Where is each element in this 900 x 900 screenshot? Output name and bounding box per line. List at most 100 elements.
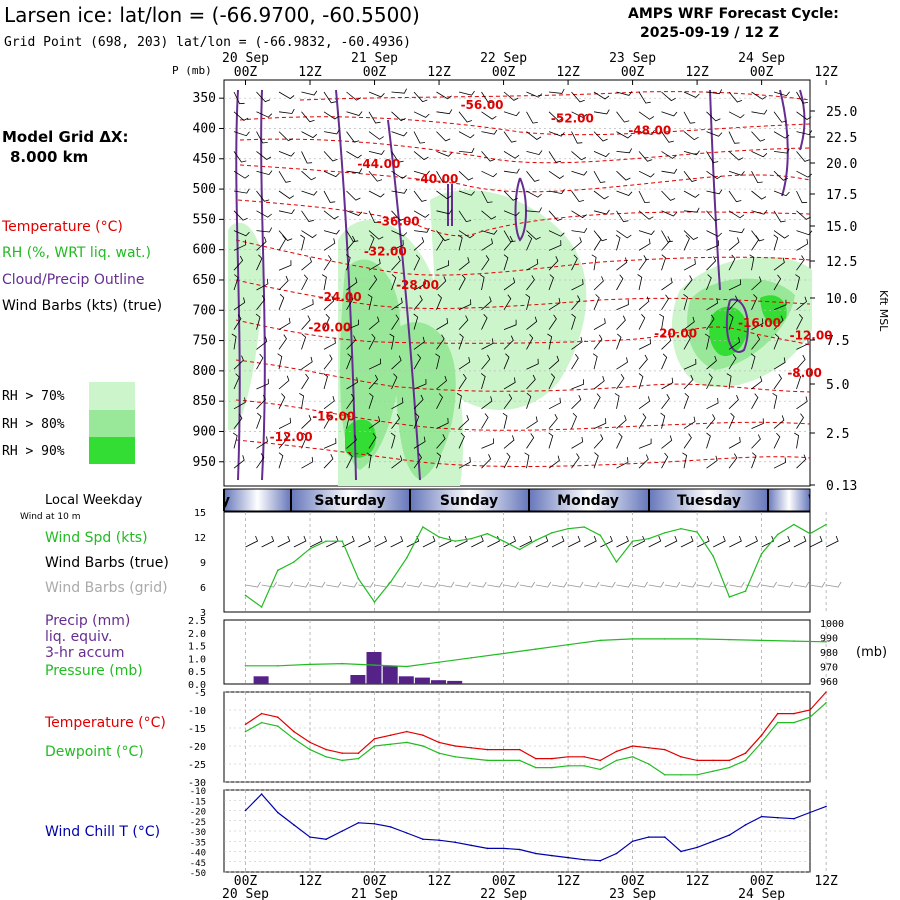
wind-barb — [256, 111, 273, 118]
pressure-unit: (mb) — [856, 645, 887, 660]
wind-barb — [346, 235, 356, 251]
wind-barb — [456, 393, 462, 409]
wind-speed-line-point — [389, 581, 392, 583]
dewpoint-line-point — [293, 738, 295, 740]
wind-barb — [571, 227, 588, 233]
wind-barb — [616, 148, 633, 154]
wind-speed-line-point — [680, 527, 682, 530]
bottom-time-tick-label: 00Z — [750, 874, 774, 889]
wind-barb-grid — [487, 581, 503, 588]
temperature-contour — [235, 279, 811, 309]
wind-barb — [773, 131, 790, 139]
wind-barb — [571, 237, 582, 251]
wind-barb — [391, 88, 407, 94]
temperature-line-point — [502, 748, 505, 751]
height-tick-label: 5.0 — [826, 378, 849, 393]
wind-barb — [256, 353, 264, 370]
wind-barb — [323, 338, 336, 350]
wind-barb — [436, 276, 447, 291]
wind-barb — [458, 456, 471, 469]
wind-barb — [503, 335, 514, 350]
pressure-line-point — [567, 643, 569, 646]
rh80-label: RH > 80% — [2, 417, 65, 432]
wind-barb — [773, 170, 789, 181]
wind-barb — [796, 255, 805, 271]
dewpoint-line-point — [406, 741, 408, 744]
wind-barb-grid — [519, 581, 536, 588]
wind-barb — [661, 168, 678, 174]
wind-barb — [661, 236, 671, 251]
wind-barb — [704, 333, 710, 350]
wind-speed-line-point — [631, 540, 634, 542]
wind-barb — [278, 275, 289, 291]
wind-barb — [706, 355, 717, 370]
wind-barb — [278, 170, 291, 183]
wind-barb — [593, 276, 604, 291]
wind-barb — [344, 412, 350, 429]
cloud-outline — [387, 119, 421, 481]
wind-tick-label: 12 — [194, 533, 206, 544]
wind-barb — [413, 278, 426, 291]
wind-barb — [368, 416, 381, 429]
temperature-contour-label: -36.00 — [377, 214, 420, 228]
wind-barb — [796, 296, 807, 311]
wind-barb — [481, 238, 493, 251]
dewpoint-line-point — [615, 759, 618, 762]
time-axes: 00Z 00Z 12Z 12Z 00Z 00Z 12Z 12Z 00Z 00Z 12Z 12Z 00Z 0… — [222, 51, 838, 900]
wind-barb — [233, 455, 245, 469]
wind-barb — [683, 258, 696, 271]
wind-barb — [391, 210, 406, 221]
wind-barb-grid — [793, 581, 810, 588]
top-time-tick-label: 00Z — [363, 65, 387, 80]
wind-barb — [413, 412, 420, 429]
wind-barb — [616, 299, 629, 311]
precip-tick-label: 0.5 — [188, 667, 206, 678]
wind-barb — [458, 147, 475, 154]
wind-barb — [796, 354, 806, 370]
precip-pressure-panel: 0.0 0.5 1.01.5 2.0 2.5 960 970 980 990 1000 — [188, 616, 844, 691]
wind-barb — [435, 353, 440, 370]
wind-barb-true — [713, 535, 726, 548]
wind-barb — [773, 357, 786, 370]
top-date-label: 20 Sep — [222, 51, 269, 66]
wind-barb-grid — [568, 581, 584, 588]
wind-speed-line-point — [454, 540, 457, 542]
temperature-line-point — [615, 750, 618, 753]
dewpoint-line-point — [599, 768, 602, 771]
legend-cloud: Cloud/Precip Outline — [2, 272, 145, 288]
p-tick-label: 650 — [193, 273, 216, 288]
windchill-line-point — [551, 854, 553, 857]
wind-barb — [391, 455, 403, 469]
wind-barb — [503, 377, 516, 390]
wind-barb — [773, 234, 779, 251]
wind-speed-line-point — [406, 557, 408, 559]
height-tick-label: 15.0 — [826, 220, 857, 235]
wind-barb — [683, 316, 695, 330]
wind-barb — [571, 379, 584, 390]
wind-barb — [301, 90, 318, 96]
dewpoint-line-point — [341, 759, 344, 762]
pressure-tick-label: 960 — [820, 677, 838, 688]
wind-barb-grid — [358, 581, 374, 588]
temperature-line-point — [583, 756, 585, 758]
cycle-label: AMPS WRF Forecast Cycle: — [628, 6, 839, 22]
wind-barb — [616, 257, 628, 271]
dewpoint-line-point — [793, 721, 795, 724]
wind-barb — [346, 277, 358, 291]
wind-barb-true — [761, 535, 775, 548]
wind-barb — [616, 91, 633, 96]
wind-speed-line-point — [760, 552, 763, 555]
windchill-line-point — [696, 846, 698, 849]
pressure-line-point — [244, 665, 247, 667]
wind-barb — [233, 413, 243, 429]
temperature-contour-label: -40.00 — [415, 172, 458, 186]
wind-barb — [661, 435, 673, 449]
wind-barb — [773, 333, 780, 350]
wind-speed-line-point — [293, 561, 295, 563]
wind-barb — [728, 453, 738, 469]
wind-barb — [593, 235, 602, 251]
wind-barb — [368, 316, 380, 330]
cycle-value: 2025-09-19 / 12 Z — [640, 25, 779, 41]
wind-barb-grid — [664, 581, 681, 588]
temperature-line-point — [631, 745, 634, 747]
